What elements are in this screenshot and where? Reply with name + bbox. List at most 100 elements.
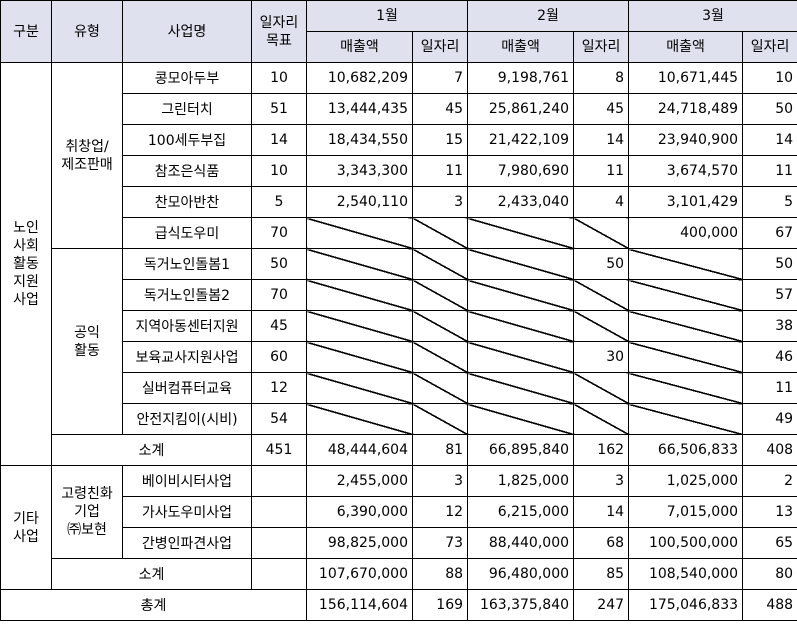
table-row: 독거노인돌봄2 70 57 — [1, 279, 797, 311]
cell-m2s: 25,861,240 — [467, 93, 575, 125]
cell-m1s: 98,825,000 — [306, 527, 413, 559]
cell-m1j — [411, 217, 469, 249]
cell-target: 451 — [251, 434, 307, 466]
header-sales: 매출액 — [467, 31, 575, 63]
project-name: 100세두부집 — [122, 124, 252, 156]
cell-m1j: 3 — [411, 186, 469, 218]
header-sales: 매출액 — [306, 31, 413, 63]
cell-m3s — [628, 310, 744, 342]
performance-table: 구분 유형 사업명 일자리 목표 1월 2월 3월 매출액 일자리 매출액 일자… — [0, 0, 797, 621]
cell-m2j: 45 — [573, 93, 630, 125]
cell-m1j: 45 — [411, 93, 469, 125]
cell-m1s — [306, 341, 413, 373]
cell-m3s: 24,718,489 — [628, 93, 744, 125]
table-row: 소계 451 48,444,604 81 66,895,840 162 66,506,833… — [1, 434, 797, 466]
cell-m3s — [628, 403, 744, 435]
cell-m3j: 2 — [742, 465, 797, 497]
cell-target — [251, 558, 307, 590]
table-row: 가사도우미사업 6,390,000 12 6,215,000 14 7,015,000 13 — [1, 496, 797, 528]
cell-target: 60 — [251, 341, 307, 373]
cell-target: 70 — [251, 217, 307, 249]
cell-m3s: 66,506,833 — [628, 434, 744, 466]
project-name: 가사도우미사업 — [122, 496, 252, 528]
cell-m2j: 14 — [573, 124, 630, 156]
cell-m3s: 3,101,429 — [628, 186, 744, 218]
cell-m2s: 9,198,761 — [467, 62, 575, 94]
cell-m1s — [306, 310, 413, 342]
cell-m3j: 10 — [742, 62, 797, 94]
cell-m1s: 3,343,300 — [306, 155, 413, 187]
cell-m3s: 10,671,445 — [628, 62, 744, 94]
cell-m1j: 15 — [411, 124, 469, 156]
cell-m1j — [411, 341, 469, 373]
subtotal-label: 소계 — [51, 558, 252, 590]
cell-m2j: 247 — [573, 589, 630, 621]
cell-target: 10 — [251, 155, 307, 187]
type-public-cell: 공익 활동 — [51, 248, 123, 435]
table-row: 그린터치 51 13,444,435 45 25,861,240 45 24,718,489… — [1, 93, 797, 125]
cell-target: 5 — [251, 186, 307, 218]
cell-target: 10 — [251, 62, 307, 94]
table-row: 기타 사업 고령친화 기업 ㈜보현 베이비시터사업 2,455,000 3 1,825,0… — [0, 465, 797, 590]
project-name: 급식도우미 — [122, 217, 252, 249]
cell-m1j — [411, 372, 469, 404]
cell-m2s: 7,980,690 — [467, 155, 575, 187]
cell-m2s — [467, 372, 575, 404]
cell-m3s — [628, 248, 744, 280]
cell-m2s: 88,440,000 — [467, 527, 575, 559]
cell-m2s — [467, 217, 575, 249]
cell-m3j: 57 — [742, 279, 797, 311]
cell-m2s: 2,433,040 — [467, 186, 575, 218]
type-employment-cell: 취창업/ 제조판매 — [51, 62, 123, 249]
cell-m1j: 73 — [411, 527, 469, 559]
header-month-2: 2월 — [467, 0, 630, 32]
cell-target: 45 — [251, 310, 307, 342]
table-row: 100세두부집 14 18,434,550 15 21,422,109 14 23,940,… — [1, 124, 797, 156]
cell-m1s: 48,444,604 — [306, 434, 413, 466]
project-name: 그린터치 — [122, 93, 252, 125]
cell-m3j: 49 — [742, 403, 797, 435]
cell-m3s — [628, 341, 744, 373]
cell-target: 70 — [251, 279, 307, 311]
cell-m2j: 50 — [573, 248, 630, 280]
cell-m3s — [628, 372, 744, 404]
cell-m3j: 408 — [742, 434, 797, 466]
cell-m2j: 11 — [573, 155, 630, 187]
cell-target: 54 — [251, 403, 307, 435]
cell-m1s: 13,444,435 — [306, 93, 413, 125]
header-month-1: 1월 — [305, 0, 469, 32]
cell-m2s — [467, 341, 575, 373]
cell-m3j: 14 — [742, 124, 797, 156]
project-name: 참조은식품 — [122, 155, 252, 187]
table-row: 소계 107,670,000 88 96,480,000 85 108,540,000 80 — [1, 558, 797, 590]
cell-m1s: 2,455,000 — [306, 465, 413, 497]
cell-m3j: 11 — [742, 155, 797, 187]
project-name: 독거노인돌봄2 — [122, 279, 252, 311]
cell-m2j: 30 — [573, 341, 630, 373]
project-name: 보육교사지원사업 — [122, 341, 252, 373]
cell-m1j: 11 — [411, 155, 469, 187]
project-name: 베이비시터사업 — [122, 465, 252, 497]
cell-m3s: 7,015,000 — [628, 496, 744, 528]
cell-m3j: 488 — [742, 589, 797, 621]
cell-m2s: 66,895,840 — [467, 434, 575, 466]
header-category: 구분 — [0, 0, 52, 63]
header-project: 사업명 — [122, 0, 252, 63]
cell-target — [251, 527, 307, 559]
cell-m3s: 23,940,900 — [628, 124, 744, 156]
project-name: 지역아동센터지원 — [122, 310, 252, 342]
cell-m2j: 8 — [573, 62, 630, 94]
total-label: 총계 — [0, 589, 307, 621]
cell-m3j: 46 — [742, 341, 797, 373]
cell-m2j: 3 — [573, 465, 630, 497]
cell-target — [251, 496, 307, 528]
cell-m3s: 1,025,000 — [628, 465, 744, 497]
cell-m1s — [306, 403, 413, 435]
type-company-cell: 고령친화 기업 ㈜보현 — [51, 465, 123, 559]
cell-m3j: 13 — [742, 496, 797, 528]
cell-m2s: 96,480,000 — [467, 558, 575, 590]
header-jobs: 일자리 — [573, 31, 630, 63]
table-row: 공익 활동 독거노인돌봄1 50 50 50 — [1, 248, 797, 435]
cell-m1s: 107,670,000 — [306, 558, 413, 590]
project-name: 간병인파견사업 — [122, 527, 252, 559]
